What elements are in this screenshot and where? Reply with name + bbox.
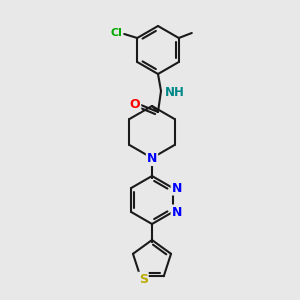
Text: Cl: Cl <box>110 28 122 38</box>
Text: NH: NH <box>165 85 185 98</box>
Text: S: S <box>139 273 148 286</box>
Text: N: N <box>172 182 182 194</box>
Text: O: O <box>130 98 140 110</box>
Text: N: N <box>147 152 157 165</box>
Text: N: N <box>172 206 182 218</box>
